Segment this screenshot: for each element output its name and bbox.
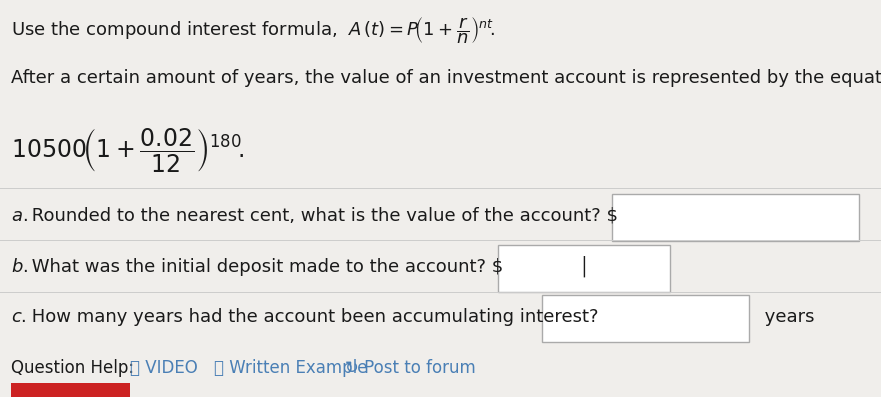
Text: 📄 Written Example: 📄 Written Example [214,359,367,377]
FancyBboxPatch shape [542,295,749,342]
Text: Rounded to the nearest cent, what is the value of the account? $: Rounded to the nearest cent, what is the… [26,207,618,225]
Text: How many years had the account been accumulating interest?: How many years had the account been accu… [26,308,599,326]
Text: $10500\!\left(1+\dfrac{0.02}{12}\right)^{180}\!.$: $10500\!\left(1+\dfrac{0.02}{12}\right)^… [11,126,245,174]
Text: Use the compound interest formula,  $A\,(t) = P\!\left(1+\dfrac{r}{n}\right)^{nt: Use the compound interest formula, $A\,(… [11,15,495,46]
Text: $a.$: $a.$ [11,207,28,225]
Text: 📄 VIDEO: 📄 VIDEO [130,359,198,377]
Text: ↻ Post to forum: ↻ Post to forum [345,359,476,377]
Text: What was the initial deposit made to the account? $: What was the initial deposit made to the… [26,258,504,276]
Text: years: years [759,308,815,326]
Text: $c.$: $c.$ [11,308,27,326]
FancyBboxPatch shape [612,194,859,241]
FancyBboxPatch shape [11,384,130,397]
FancyBboxPatch shape [498,245,670,291]
Text: After a certain amount of years, the value of an investment account is represent: After a certain amount of years, the val… [11,69,881,87]
Text: $b.$: $b.$ [11,258,28,276]
Text: Question Help:: Question Help: [11,359,135,377]
Text: │: │ [578,256,589,278]
